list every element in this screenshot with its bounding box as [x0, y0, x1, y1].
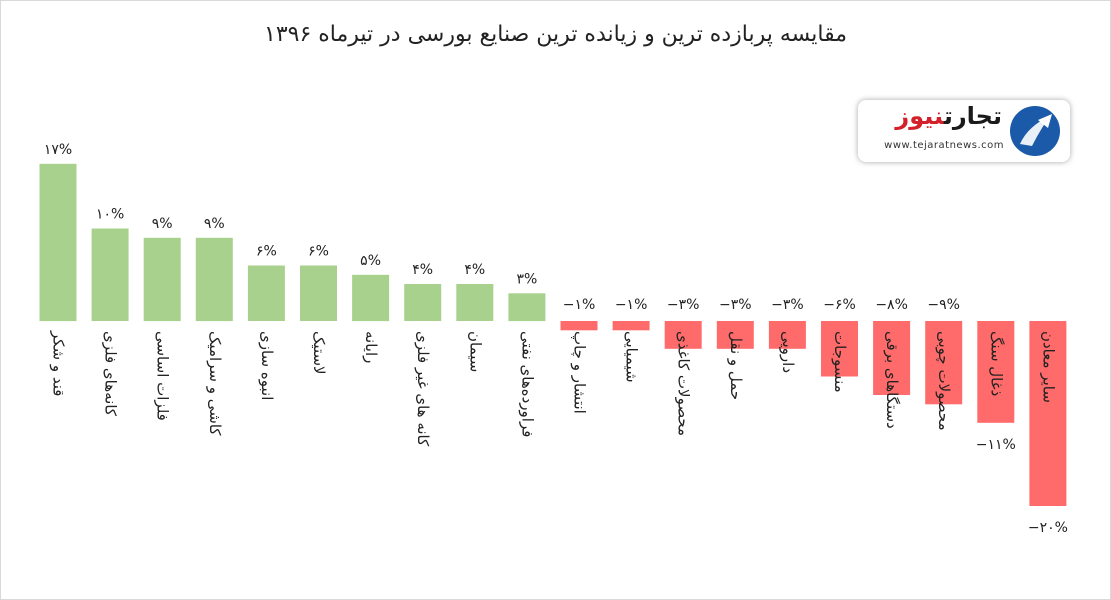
logo-name-part2: نیوز: [895, 102, 944, 130]
category-label-10: انتشار و چاپ: [571, 331, 589, 414]
category-label-19: سایر معادن: [1039, 331, 1057, 403]
category-label-16: دستگاهای برقی: [883, 331, 901, 429]
bar-12: [664, 321, 702, 349]
category-label-6: رایانه: [362, 331, 380, 363]
bar-10: [560, 321, 598, 331]
value-labels-layer: ۱۷% ۱۰% ۹% ۹% ۶% ۶% ۵% ۴% ۴% ۳% −۱% −۱% −۳% −۳% −۳% −۶%…: [44, 142, 1068, 536]
value-label-6: ۵%: [360, 253, 381, 269]
bar-16: [873, 321, 911, 395]
bar-15: [821, 321, 858, 377]
value-label-5: ۶%: [308, 244, 329, 260]
value-label-15: −۶%: [823, 297, 856, 313]
category-label-7: کانه های غیر فلزی: [414, 331, 432, 447]
value-label-10: −۱%: [563, 297, 596, 313]
bar-9: [508, 293, 546, 322]
category-label-0: قند و شکر: [50, 330, 68, 396]
bar-5: [300, 265, 337, 321]
value-label-1: ۱۰%: [96, 207, 124, 223]
value-label-17: −۹%: [927, 297, 960, 313]
bar-8: [456, 284, 494, 321]
value-label-8: ۴%: [464, 262, 485, 278]
category-labels-layer: قند و شکر کانه‌های فلزی فلزات اساسی کاشی و …: [50, 330, 1058, 447]
bar-2: [143, 237, 181, 322]
category-label-12: محصولات کاغذی: [675, 331, 693, 436]
value-label-14: −۳%: [771, 297, 804, 313]
category-label-8: سیمان: [466, 331, 484, 372]
bar-19: [1029, 321, 1067, 506]
category-label-11: شیمیایی: [623, 331, 641, 383]
bar-7: [404, 284, 442, 321]
bar-17: [925, 321, 963, 405]
bar-0: [39, 163, 77, 322]
bar-13: [716, 321, 754, 349]
category-label-14: دارویی: [779, 331, 797, 373]
bar-11: [612, 321, 650, 331]
bar-4: [247, 265, 285, 321]
bar-1: [91, 228, 129, 321]
value-label-12: −۳%: [667, 297, 700, 313]
bar-3: [195, 237, 233, 322]
bar-6: [352, 274, 390, 322]
logo-url: www.tejaratnews.com: [884, 140, 1004, 151]
category-label-9: فراورده‌های نفتی: [518, 331, 536, 437]
category-label-5: لاستیک: [310, 331, 328, 375]
logo-name: تجارتنیوز: [895, 102, 1002, 130]
value-label-3: ۹%: [204, 216, 225, 232]
tejaratnews-logo: تجارتنیوز www.tejaratnews.com: [858, 100, 1070, 162]
category-label-4: انبوه سازی: [258, 331, 276, 400]
value-label-19: −۲۰%: [1028, 520, 1068, 536]
value-label-13: −۳%: [719, 297, 752, 313]
logo-name-part1: تجارت: [943, 102, 1002, 130]
category-label-1: کانه‌های فلزی: [102, 331, 120, 417]
category-label-17: محصولات چوبی: [935, 331, 953, 431]
category-label-3: کاشی و سرامیک: [206, 331, 224, 436]
category-label-15: منسوجات: [831, 331, 849, 393]
value-label-7: ۴%: [412, 262, 433, 278]
value-label-11: −۱%: [615, 297, 648, 313]
value-label-16: −۸%: [875, 297, 908, 313]
value-label-4: ۶%: [256, 244, 277, 260]
logo-emblem-icon: [1010, 106, 1060, 156]
value-label-2: ۹%: [152, 216, 173, 232]
value-label-0: ۱۷%: [44, 142, 72, 158]
bar-18: [977, 321, 1015, 423]
bars-layer: [39, 163, 1067, 506]
chart-title: مقایسه پربازده ترین و زیانده ترین صنایع …: [264, 22, 847, 47]
bar-14: [768, 321, 806, 349]
category-label-13: حمل و نقل: [727, 331, 745, 400]
value-label-9: ۳%: [516, 271, 537, 287]
value-label-18: −۱۱%: [976, 437, 1016, 453]
category-label-18: ذغال سنگ: [987, 331, 1005, 396]
category-label-2: فلزات اساسی: [154, 331, 172, 421]
